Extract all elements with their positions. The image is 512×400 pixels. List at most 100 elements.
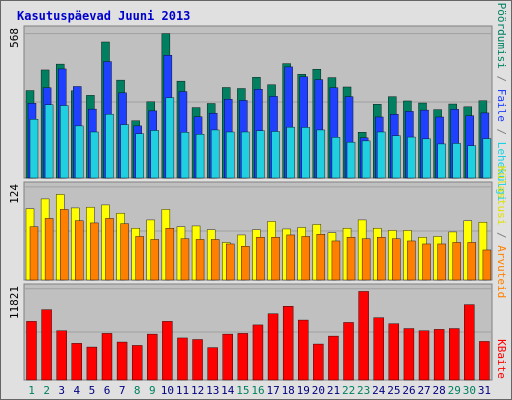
kbytes-bar (147, 333, 158, 381)
pages-bar (165, 97, 175, 179)
pages-bar (346, 141, 356, 179)
kbytes-bar (464, 304, 475, 381)
sites-bar (105, 218, 114, 281)
kbytes-bar (26, 321, 37, 381)
kbytes-bar (237, 333, 249, 381)
day-tick-label: 20 (312, 384, 325, 397)
kbytes-bar (388, 323, 400, 381)
kbytes-panel-axis-max-label: 11821 (8, 286, 21, 319)
pages-bar (29, 119, 39, 179)
kbytes-bar (403, 328, 415, 381)
sites-bar (135, 236, 144, 281)
sites-bar (241, 246, 250, 281)
legend-top-part: / (495, 69, 508, 89)
sites-bar (210, 239, 220, 281)
day-tick-label: 14 (221, 384, 235, 397)
kbytes-bar (41, 309, 52, 381)
kbytes-bar (343, 322, 354, 381)
sites-bar (59, 209, 69, 281)
kbytes-bar (328, 335, 339, 381)
kbytes-bar (433, 329, 445, 381)
day-tick-label: 4 (74, 384, 81, 397)
day-tick-label: 31 (478, 384, 491, 397)
kbytes-bar (56, 330, 67, 381)
day-tick-label: 7 (119, 384, 126, 397)
pages-bar (75, 125, 84, 179)
pages-bar (467, 145, 477, 179)
sites-bar (452, 242, 461, 281)
kbytes-bar (479, 341, 490, 381)
legend-top-part: / (495, 122, 508, 142)
kbytes-bar (222, 333, 233, 381)
day-tick-label: 9 (149, 384, 156, 397)
pages-bar (407, 136, 416, 179)
day-tick-label: 15 (236, 384, 249, 397)
sites-bar (422, 243, 431, 281)
sites-bar (165, 227, 175, 281)
sites-bar (467, 242, 477, 281)
sites-bar (150, 239, 159, 281)
legend-middle-part: Arvuteid (495, 245, 508, 298)
day-tick-label: 21 (327, 384, 340, 397)
day-tick-label: 28 (433, 384, 446, 397)
sites-bar (256, 237, 265, 281)
day-tick-label: 12 (191, 384, 204, 397)
chart-title: Kasutuspäevad Juuni 2013 (17, 9, 191, 23)
kbytes-bar (207, 347, 218, 381)
kbytes-bar (177, 337, 188, 381)
pages-bar (210, 129, 220, 179)
sites-bar (180, 238, 190, 281)
day-tick-label: 17 (266, 384, 279, 397)
sites-bar (437, 243, 446, 281)
sites-bar (44, 218, 54, 281)
pages-bar (331, 137, 341, 179)
day-tick-label: 27 (417, 384, 430, 397)
pages-bar (241, 131, 250, 179)
day-tick-label: 8 (134, 384, 141, 397)
day-tick-label: 1 (28, 384, 35, 397)
day-tick-label: 10 (161, 384, 174, 397)
kbytes-bar (267, 313, 279, 381)
legend-middle: Külastusi / Arvuteid (495, 166, 508, 298)
sites-bar (271, 237, 280, 281)
day-tick-label: 5 (89, 384, 96, 397)
day-tick-label: 16 (251, 384, 264, 397)
day-tick-label: 2 (43, 384, 50, 397)
kbytes-bar (116, 341, 128, 381)
pages-bar (120, 124, 129, 179)
sites-bar (90, 222, 99, 281)
day-tick-label: 6 (104, 384, 111, 397)
kbytes-bar (162, 321, 173, 381)
legend-top-part: Faile (495, 89, 508, 122)
pages-bar (301, 127, 310, 179)
sites-bar (120, 223, 129, 281)
pages-bar (437, 143, 446, 179)
kbytes-bar (86, 346, 98, 381)
kbytes-bar (418, 330, 430, 381)
day-tick-label: 11 (176, 384, 189, 397)
day-tick-label: 30 (463, 384, 476, 397)
sites-bar (195, 239, 205, 281)
day-tick-label: 19 (297, 384, 310, 397)
legend-middle-part: / (495, 225, 508, 245)
pages-bar (59, 105, 69, 179)
day-tick-label: 29 (448, 384, 461, 397)
sites-bar (331, 240, 341, 281)
pages-bar (135, 133, 144, 179)
sites-bar (377, 237, 386, 281)
day-tick-label: 3 (58, 384, 65, 397)
pages-bar (271, 131, 280, 179)
kbytes-bar (449, 328, 460, 381)
day-tick-label: 13 (206, 384, 219, 397)
pages-bar (286, 126, 295, 179)
pages-bar (44, 104, 54, 179)
pages-bar (316, 129, 326, 179)
visits-panel-axis-max-label: 124 (8, 184, 21, 204)
pages-bar (361, 140, 371, 179)
pages-bar (226, 131, 235, 179)
hits-panel-axis-max-label: 568 (8, 28, 21, 48)
legend-top: Pöördumisi / Faile / Lehekülgi (495, 3, 508, 202)
sites-bar (286, 234, 295, 281)
